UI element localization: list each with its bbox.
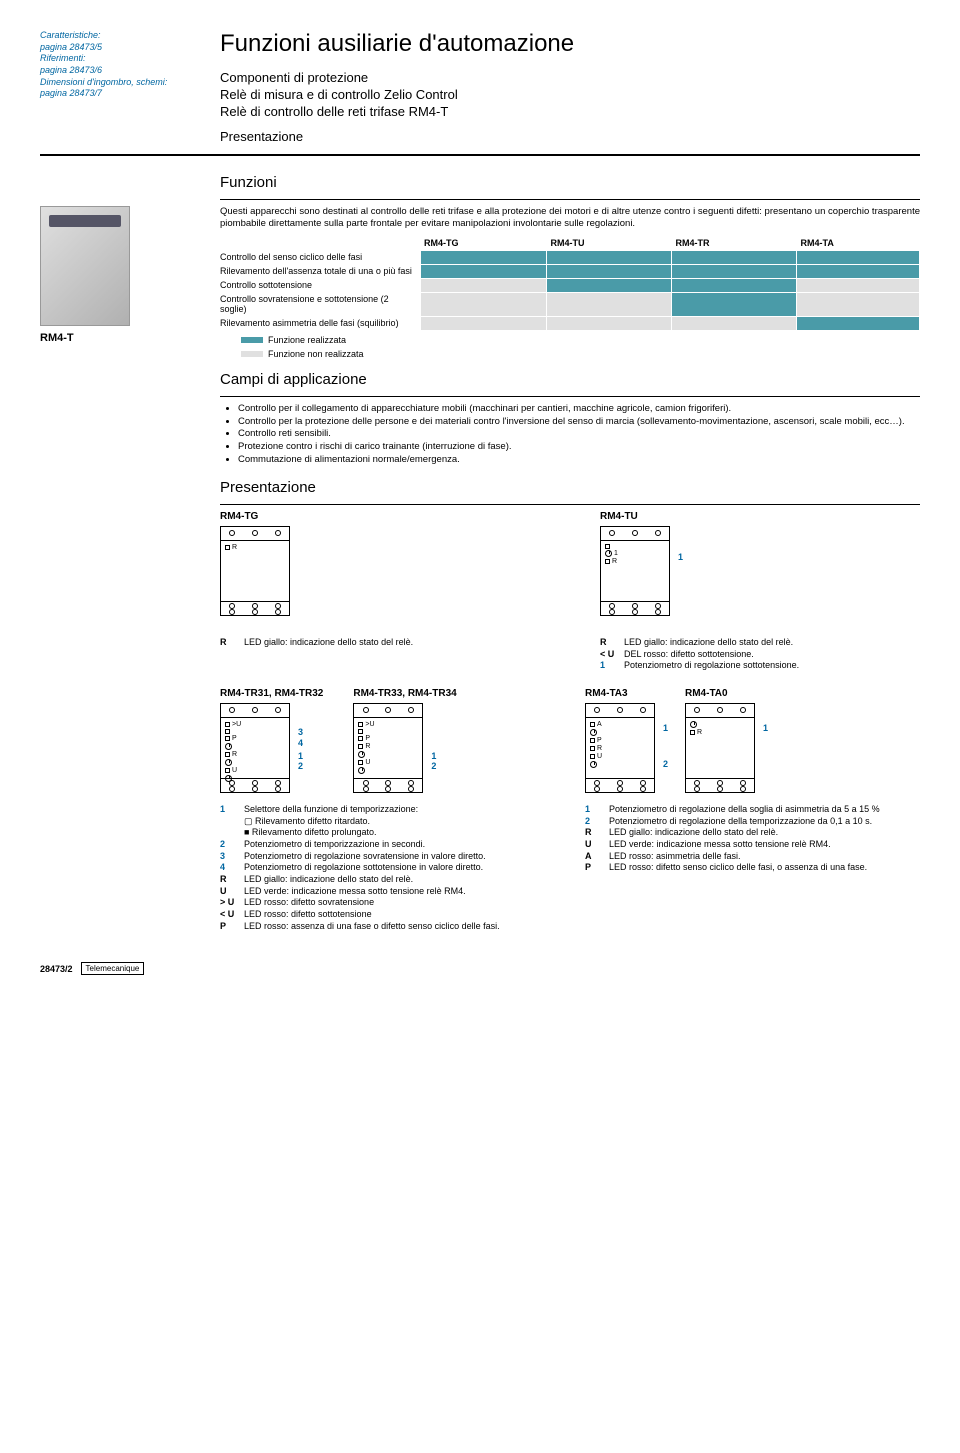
device-label: RM4-T	[40, 332, 220, 344]
diagram: 1R	[600, 526, 670, 616]
subtitle: Relè di misura e di controllo Zelio Cont…	[220, 87, 920, 102]
diagram: >UPRU	[220, 703, 290, 793]
diagram: R	[685, 703, 755, 793]
subtitle: Componenti di protezione	[220, 70, 920, 85]
diag-ta0-title: RM4-TA0	[685, 688, 755, 699]
subtitle: Presentazione	[220, 129, 920, 144]
ref-line: pagina 28473/5	[40, 42, 220, 54]
diagram: APRU	[585, 703, 655, 793]
diag-ta3-title: RM4-TA3	[585, 688, 655, 699]
diag-tr34-title: RM4-TR33, RM4-TR34	[353, 688, 456, 699]
diag-tg-title: RM4-TG	[220, 511, 540, 522]
diag-tu-title: RM4-TU	[600, 511, 920, 522]
device-image	[40, 206, 130, 326]
bullet-list: Controllo per il collegamento di apparec…	[232, 403, 920, 467]
legend-ta: 1Potenziometro di regolazione della sogl…	[585, 804, 920, 874]
diagram: R	[220, 526, 290, 616]
ref-line: Dimensioni d'ingombro, schemi:	[40, 77, 220, 89]
diag-tr12-title: RM4-TR31, RM4-TR32	[220, 688, 323, 699]
page-number: 28473/2	[40, 964, 73, 974]
legend-tr: 1Selettore della funzione di temporizzaz…	[220, 804, 555, 933]
brand-logo: Telemecanique	[81, 962, 145, 975]
ref-line: Riferimenti:	[40, 53, 220, 65]
ref-line: Caratteristiche:	[40, 30, 220, 42]
ref-line: pagina 28473/6	[40, 65, 220, 77]
intro-text: Questi apparecchi sono destinati al cont…	[220, 206, 920, 230]
section-campi: Campi di applicazione	[220, 371, 920, 388]
legend-no: Funzione non realizzata	[240, 349, 920, 359]
legend-tg: RLED giallo: indicazione dello stato del…	[220, 637, 540, 672]
diagram: >UPRU	[353, 703, 423, 793]
function-table: RM4-TGRM4-TURM4-TRRM4-TA Controllo del s…	[220, 236, 920, 331]
ref-line: pagina 28473/7	[40, 88, 220, 100]
subtitle: Relè di controllo delle reti trifase RM4…	[220, 104, 920, 119]
section-funzioni: Funzioni	[220, 174, 920, 191]
legend-yes: Funzione realizzata	[240, 335, 920, 345]
legend-tu: RLED giallo: indicazione dello stato del…	[600, 637, 920, 672]
page-title: Funzioni ausiliarie d'automazione	[220, 30, 920, 58]
section-pres: Presentazione	[220, 479, 920, 496]
